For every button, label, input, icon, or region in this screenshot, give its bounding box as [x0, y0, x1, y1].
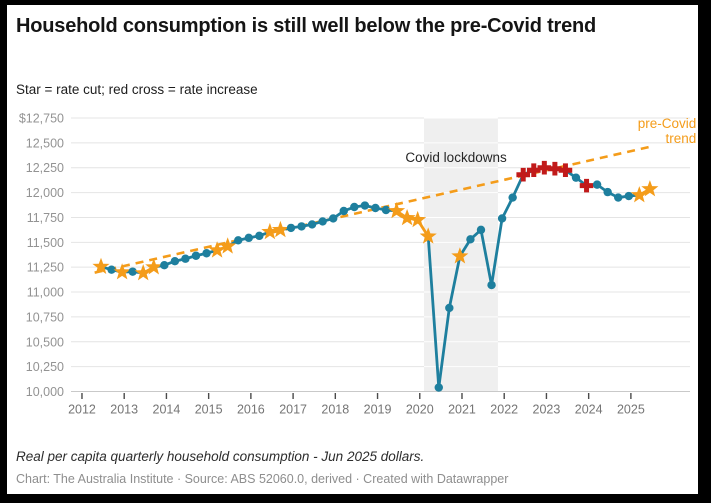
data-point-dot: [329, 214, 338, 223]
x-axis-label: 2020: [406, 403, 434, 417]
page-title: Household consumption is still well belo…: [16, 15, 597, 37]
y-axis-label: 11,500: [27, 236, 64, 250]
x-axis-label: 2015: [195, 403, 223, 417]
data-point-dot: [614, 193, 623, 202]
rate-increase-cross: [537, 160, 552, 175]
y-axis-label: $12,750: [19, 112, 64, 126]
data-point-dot: [307, 220, 317, 229]
y-axis-label: 10,750: [26, 310, 64, 324]
data-point-dot: [160, 260, 169, 270]
data-point-dot: [360, 201, 370, 210]
rate-cut-star: [134, 264, 152, 281]
data-point-dot: [339, 206, 348, 216]
chart-annotation: pre-Covid trend: [638, 116, 697, 146]
data-point-dot: [202, 249, 211, 258]
x-axis-label: 2013: [110, 403, 138, 417]
x-axis-label: 2019: [364, 403, 392, 417]
series-segment: [437, 306, 451, 389]
data-point-dot: [497, 214, 507, 223]
rate-cut-star: [398, 209, 416, 226]
x-axis-label: 2023: [533, 403, 561, 417]
x-axis-label: 2021: [448, 403, 476, 417]
data-point-dot: [624, 191, 633, 201]
data-point-dot: [466, 235, 475, 244]
data-point-dot: [571, 173, 581, 182]
x-axis-label: 2012: [68, 403, 96, 417]
data-point-dot: [297, 222, 306, 231]
data-point-dot: [487, 280, 496, 290]
y-axis-label: 10,250: [26, 360, 64, 374]
rate-cut-star: [145, 258, 163, 275]
series-segment: [426, 234, 441, 389]
data-point-dot: [350, 202, 359, 212]
series-segment: [479, 228, 493, 287]
data-point-dot: [234, 236, 243, 245]
rate-cut-star: [208, 241, 226, 258]
chart-card: Household consumption is still well belo…: [7, 5, 698, 494]
x-axis-label: 2024: [575, 403, 603, 417]
x-axis-label: 2016: [237, 403, 265, 417]
rate-cut-star: [451, 247, 469, 264]
x-axis-label: 2017: [279, 403, 307, 417]
x-axis-label: 2014: [153, 403, 181, 417]
rate-cut-star: [113, 263, 131, 280]
data-point-dot: [592, 180, 602, 189]
series-segment: [490, 217, 504, 287]
rate-cut-star: [92, 257, 110, 274]
data-point-dot: [244, 233, 253, 243]
y-axis-label: 12,250: [26, 161, 64, 175]
chart-area: $12,750 12,500 12,250 12,000 11,750 11,500 11,…: [7, 110, 698, 425]
series-segment: [447, 254, 462, 310]
y-axis-label: 10,000: [26, 385, 64, 399]
data-point-dot: [181, 254, 190, 263]
rate-increase-cross: [516, 167, 531, 182]
y-axis-label: 11,250: [27, 261, 64, 275]
data-point-dot: [445, 303, 454, 313]
y-axis-label: 11,000: [27, 286, 64, 300]
chart-annotation: Covid lockdowns: [405, 150, 507, 165]
rate-increase-cross: [579, 178, 594, 193]
x-axis-label: 2025: [617, 403, 645, 417]
consumption-line-chart: $12,750 12,500 12,250 12,000 11,750 11,500 11,…: [19, 112, 697, 417]
data-point-dot: [170, 257, 180, 266]
rate-cut-star: [419, 227, 437, 244]
footer-note: Real per capita quarterly household cons…: [16, 449, 425, 464]
rate-cut-star: [219, 237, 237, 254]
y-axis-label: 12,000: [26, 186, 64, 200]
footer-credit: Chart: The Australia Institute · Source:…: [16, 472, 509, 486]
rate-cut-star: [271, 220, 289, 238]
y-axis-label: 10,500: [26, 335, 64, 349]
rate-increase-cross: [548, 161, 562, 176]
data-point-dot: [286, 223, 296, 233]
data-point-dot: [255, 231, 264, 241]
chart-subtitle: Star = rate cut; red cross = rate increa…: [16, 82, 258, 97]
rate-cut-star: [388, 202, 406, 219]
data-point-dot: [191, 251, 201, 260]
x-axis-label: 2018: [321, 403, 349, 417]
rate-increase-cross: [558, 163, 573, 178]
rate-cut-star: [630, 186, 648, 203]
x-axis-label: 2022: [490, 403, 518, 417]
data-point-dot: [476, 225, 486, 235]
data-point-dot: [371, 203, 380, 213]
data-point-dot: [318, 217, 327, 226]
data-point-dot: [434, 383, 443, 392]
data-point-dot: [128, 267, 137, 276]
y-axis-label: 11,750: [27, 211, 64, 225]
data-point-dot: [603, 187, 612, 197]
rate-cut-star: [409, 210, 427, 228]
data-point-dot: [107, 265, 116, 274]
data-point-dot: [381, 205, 391, 215]
data-point-dot: [508, 193, 517, 202]
rate-cut-star: [261, 222, 279, 240]
y-axis-label: 12,500: [26, 136, 64, 150]
rate-cut-star: [641, 180, 659, 197]
rate-increase-cross: [526, 163, 541, 178]
